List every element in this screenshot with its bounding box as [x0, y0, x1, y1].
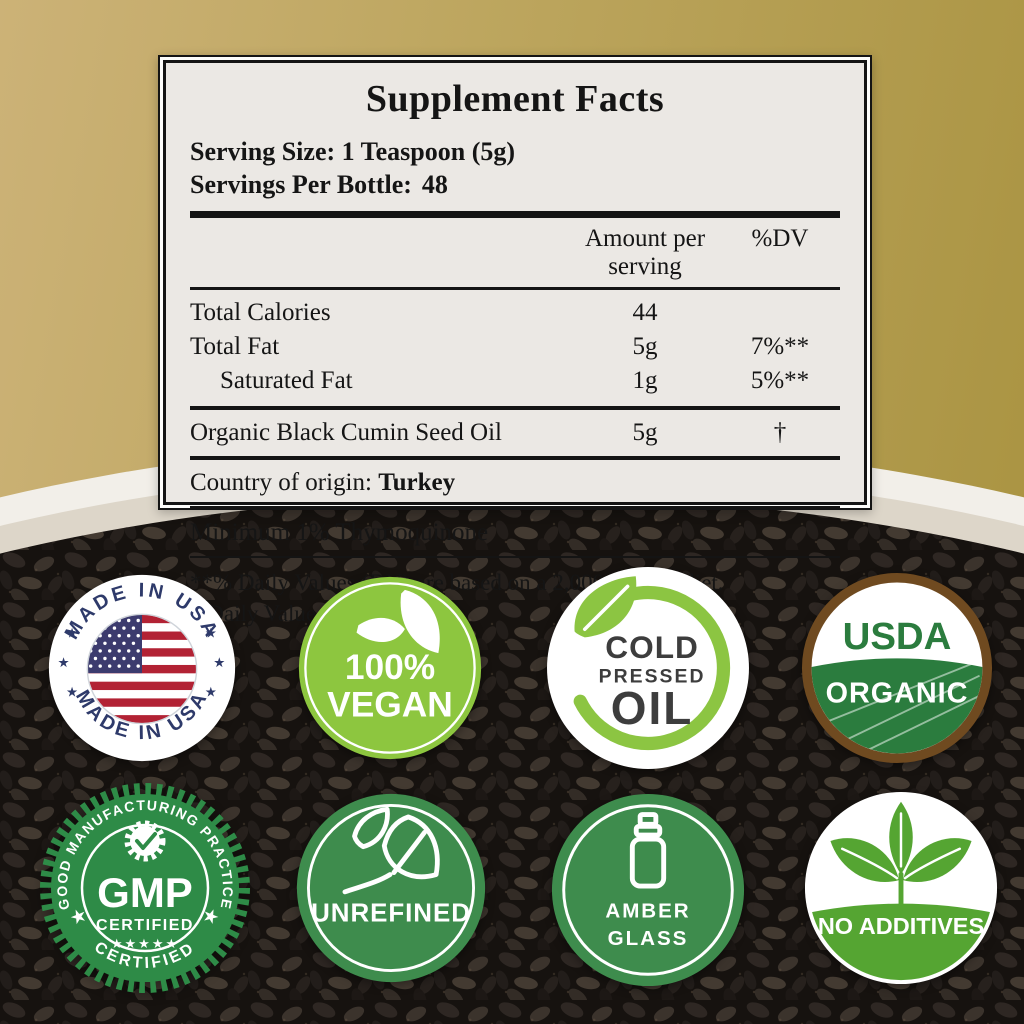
unrefined-label: UNREFINED [311, 900, 471, 928]
svg-text:★: ★ [66, 685, 78, 700]
row-amount: 5g [632, 333, 658, 360]
panel-title: Supplement Facts [365, 78, 665, 120]
leaf-icon [574, 576, 637, 638]
usda-green-field [811, 658, 983, 754]
country-value: Turkey [378, 469, 456, 496]
field-rays [812, 661, 983, 754]
cold-line2: PRESSED [599, 665, 706, 687]
svg-text:★: ★ [67, 904, 91, 930]
header-amount: Amount per serving [584, 225, 706, 280]
thick-rule [190, 211, 840, 218]
cold-line3: OIL [611, 682, 694, 734]
usda-line2: ORGANIC [826, 678, 969, 710]
country-of-origin-row: Country of origin: Turkey [190, 460, 840, 506]
serving-size-line: Serving Size: 1 Teaspoon (5g) [190, 137, 516, 166]
no-additives-badge: NO ADDITIVES [803, 790, 999, 986]
row-name: Total Fat [190, 333, 280, 360]
section-rule [190, 406, 840, 410]
amber-line1: AMBER [605, 899, 690, 922]
unrefined-badge: UNREFINED [295, 792, 487, 984]
gmp-stars: ★★★★★ [111, 936, 179, 951]
row-amount: 1g [632, 367, 658, 394]
svg-text:★: ★ [205, 626, 217, 641]
supplement-facts-inner: Supplement Facts Serving Size: 1 Teaspoo… [163, 60, 867, 626]
section-rule [190, 506, 840, 510]
servings-per-bottle-line: Servings Per Bottle: 48 [190, 168, 840, 201]
row-dv: 7%** [750, 333, 810, 360]
ingredient-dv: † [773, 419, 787, 446]
no-additives-label: NO ADDITIVES [818, 913, 984, 939]
leaf-outline-icon [342, 806, 440, 895]
us-flag-icon [87, 614, 197, 724]
ingredient-name: Organic Black Cumin Seed Oil [190, 419, 502, 446]
svg-text:★: ★ [213, 655, 225, 670]
cold-pressed-oil-badge: COLD PRESSED OIL [546, 566, 750, 770]
amber-glass-badge: AMBER GLASS [550, 792, 746, 988]
gmp-main: GMP [97, 869, 193, 916]
seal-serrated-edge [40, 783, 250, 993]
thymoquinone-row: Minimum 1% Thymoquinone [190, 519, 489, 546]
amber-line2: GLASS [608, 927, 689, 950]
sprout-icon [830, 801, 972, 909]
svg-text:★: ★ [205, 685, 217, 700]
row-dv [720, 296, 840, 330]
servings-value: 48 [421, 170, 448, 199]
header-dv: %DV [751, 225, 809, 252]
facts-rows: Total Calories 44 Total Fat 5g 7%** Satu… [190, 290, 840, 406]
svg-text:★: ★ [57, 655, 69, 670]
vegan-line1: 100% [345, 648, 435, 687]
row-name: Total Calories [190, 299, 331, 326]
bottle-icon [629, 812, 667, 889]
check-rosette-icon [124, 820, 166, 862]
ingredient-amount: 5g [632, 419, 658, 446]
vegan-line2: VEGAN [327, 685, 453, 724]
header-rule [190, 287, 840, 290]
row-amount: 44 [632, 299, 658, 326]
row-dv: 5%** [750, 367, 810, 394]
footnote-rule [190, 556, 840, 558]
servings-label: Servings Per Bottle: [190, 170, 412, 199]
cold-line1: COLD [605, 629, 699, 665]
vegan-badge: 100% VEGAN [297, 575, 483, 761]
usda-line1: USDA [843, 615, 952, 658]
gmp-sub: CERTIFIED [96, 917, 194, 934]
facts-header-row: Amount per serving %DV [190, 218, 840, 287]
usda-organic-badge: USDA ORGANIC [801, 572, 993, 764]
row-name: Saturated Fat [220, 367, 353, 394]
header-spacer [190, 225, 570, 281]
made-in-usa-badge: MADE IN USA MADE IN USA ★ ★ ★ ★ ★ ★ [47, 573, 237, 763]
svg-text:★: ★ [66, 626, 78, 641]
ingredient-row: Organic Black Cumin Seed Oil 5g † [190, 410, 840, 456]
vegan-leaves-icon [356, 589, 440, 654]
supplement-facts-panel: Supplement Facts Serving Size: 1 Teaspoo… [158, 55, 872, 626]
section-rule [190, 456, 840, 460]
gmp-certified-badge: GOOD MANUFACTURING PRACTICE CERTIFIED ★ … [40, 783, 250, 993]
country-label: Country of origin: [190, 469, 372, 496]
usa-side-stars: ★ ★ ★ ★ ★ ★ [57, 626, 225, 700]
green-band [808, 903, 994, 981]
